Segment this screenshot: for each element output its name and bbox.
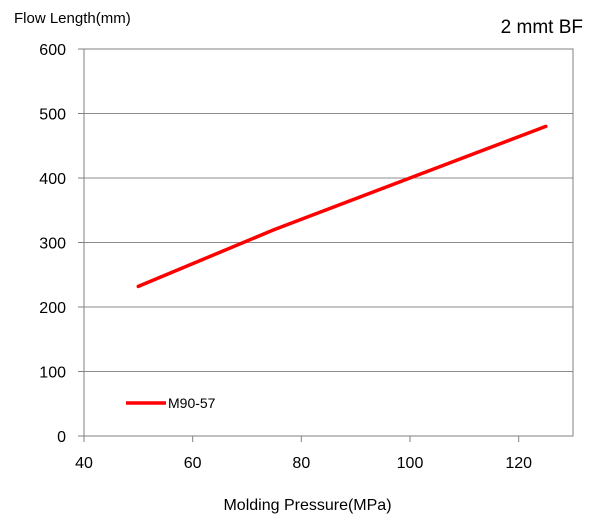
y-axis-label: Flow Length(mm) — [14, 10, 131, 27]
y-tick-label: 300 — [39, 236, 66, 253]
y-tick-label: 500 — [39, 107, 66, 124]
x-tick-label: 60 — [184, 455, 202, 472]
x-tick-label: 100 — [397, 455, 424, 472]
chart-annotation: 2 mmt BF — [500, 17, 583, 38]
legend-label: M90-57 — [168, 395, 216, 411]
x-axis-label: Molding Pressure(MPa) — [223, 497, 392, 514]
x-tick-label: 80 — [292, 455, 310, 472]
y-tick-label: 600 — [39, 42, 66, 59]
x-tick-label: 120 — [505, 455, 532, 472]
y-tick-label: 200 — [39, 300, 66, 317]
x-tick-label: 40 — [75, 455, 93, 472]
y-tick-label: 0 — [57, 429, 66, 446]
series-lines — [136, 124, 548, 289]
series-line-m90-57 — [136, 124, 548, 289]
y-tick-label: 400 — [39, 171, 66, 188]
axis-ticks: 0 100 200 300 400 500 600 40 60 80 100 120 — [39, 42, 532, 472]
grid-lines — [84, 48, 573, 437]
y-tick-label: 100 — [39, 365, 66, 382]
legend: M90-57 — [126, 395, 216, 411]
